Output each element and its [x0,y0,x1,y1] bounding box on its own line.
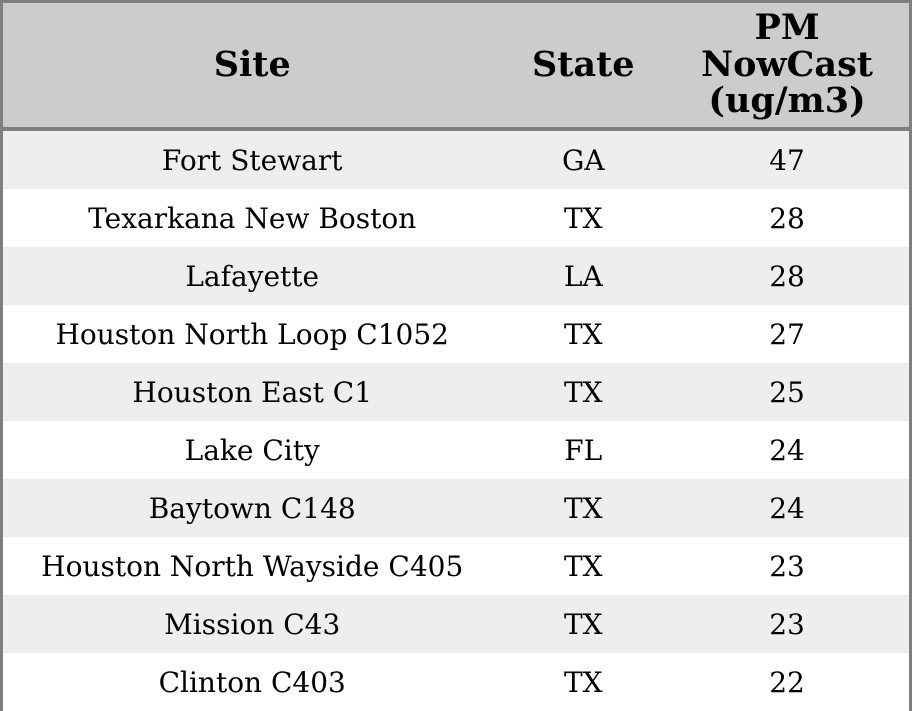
column-header-site: Site [1,1,502,131]
table-row: Fort Stewart GA 47 [1,129,911,189]
cell-state: TX [501,479,666,537]
cell-pm: 28 [665,189,911,247]
cell-pm: 24 [665,479,911,537]
cell-state: TX [501,189,666,247]
cell-site: Lake City [1,421,502,479]
header-row: Site State PM NowCast (ug/m3) [1,1,911,131]
cell-state: LA [501,247,666,305]
cell-pm: 24 [665,421,911,479]
table-body: Fort Stewart GA 47 Texarkana New Boston … [1,129,911,711]
table-row: Baytown C148 TX 24 [1,479,911,537]
cell-pm: 47 [665,129,911,189]
cell-pm: 22 [665,653,911,711]
pm-header-line-1: PM [754,6,820,48]
cell-state: GA [501,129,666,189]
cell-site: Houston North Wayside C405 [1,537,502,595]
cell-pm: 27 [665,305,911,363]
pm-header-line-2: NowCast [701,43,873,85]
cell-state: TX [501,537,666,595]
cell-state: TX [501,653,666,711]
table-row: Houston North Wayside C405 TX 23 [1,537,911,595]
cell-state: FL [501,421,666,479]
cell-site: Houston East C1 [1,363,502,421]
cell-site: Mission C43 [1,595,502,653]
cell-site: Fort Stewart [1,129,502,189]
cell-site: Lafayette [1,247,502,305]
table-row: Lafayette LA 28 [1,247,911,305]
table-row: Houston North Loop C1052 TX 27 [1,305,911,363]
table-row: Clinton C403 TX 22 [1,653,911,711]
cell-state: TX [501,305,666,363]
pm-header-line-3: (ug/m3) [708,80,866,122]
column-header-state: State [501,1,666,131]
cell-pm: 25 [665,363,911,421]
table-row: Mission C43 TX 23 [1,595,911,653]
cell-pm: 23 [665,595,911,653]
cell-state: TX [501,595,666,653]
cell-pm: 28 [665,247,911,305]
table-row: Lake City FL 24 [1,421,911,479]
column-header-pm-nowcast: PM NowCast (ug/m3) [665,1,911,131]
cell-site: Houston North Loop C1052 [1,305,502,363]
cell-pm: 23 [665,537,911,595]
cell-site: Clinton C403 [1,653,502,711]
cell-site: Baytown C148 [1,479,502,537]
table-row: Houston East C1 TX 25 [1,363,911,421]
cell-site: Texarkana New Boston [1,189,502,247]
table-row: Texarkana New Boston TX 28 [1,189,911,247]
cell-state: TX [501,363,666,421]
table-header: Site State PM NowCast (ug/m3) [1,1,911,131]
